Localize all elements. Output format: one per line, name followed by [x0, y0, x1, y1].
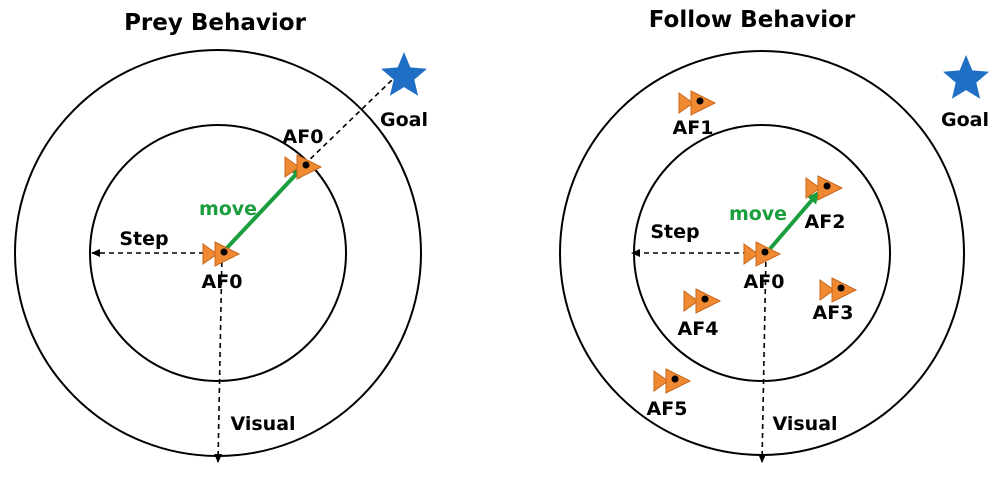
follow-panel: Follow Behavior: [559, 7, 989, 463]
follow-af5-label: AF5: [647, 398, 688, 420]
prey-step-circle: [89, 124, 347, 382]
prey-move-arrow: [222, 166, 304, 253]
fish-icon: [805, 175, 843, 201]
follow-step-label: Step: [650, 221, 699, 243]
fish-icon: [743, 241, 781, 267]
follow-move-label: move: [729, 203, 787, 225]
fish-icon: [284, 154, 322, 180]
follow-af3-label: AF3: [813, 302, 854, 324]
fish-icon: [202, 241, 240, 267]
prey-title: Prey Behavior: [124, 10, 307, 36]
star-icon: [381, 52, 427, 96]
prey-move-label: move: [199, 198, 257, 220]
fish-icon: [678, 90, 716, 116]
follow-title: Follow Behavior: [649, 7, 856, 33]
fish-icon: [819, 277, 857, 303]
prey-goal-line: [303, 79, 393, 166]
follow-af0-label: AF0: [744, 271, 785, 293]
prey-af0-new-label: AF0: [283, 126, 324, 148]
prey-af0-label: AF0: [202, 271, 243, 293]
prey-step-label: Step: [119, 228, 168, 250]
follow-af1-label: AF1: [673, 117, 714, 139]
prey-goal-label: Goal: [380, 109, 428, 131]
follow-visual-arrow: [758, 252, 767, 463]
follow-goal-label: Goal: [941, 109, 989, 131]
follow-af2-label: AF2: [805, 211, 846, 233]
follow-visual-label: Visual: [772, 413, 837, 435]
fish-icon: [683, 288, 721, 314]
prey-visual-arrow: [214, 252, 223, 463]
follow-move-arrow: [767, 191, 820, 252]
prey-visual-label: Visual: [230, 413, 295, 435]
prey-panel: Prey Behavior Goal AF0 move Step AF0 Vis…: [14, 10, 428, 463]
fish-icon: [653, 368, 691, 394]
star-icon: [943, 55, 989, 99]
follow-af4-label: AF4: [678, 318, 719, 340]
